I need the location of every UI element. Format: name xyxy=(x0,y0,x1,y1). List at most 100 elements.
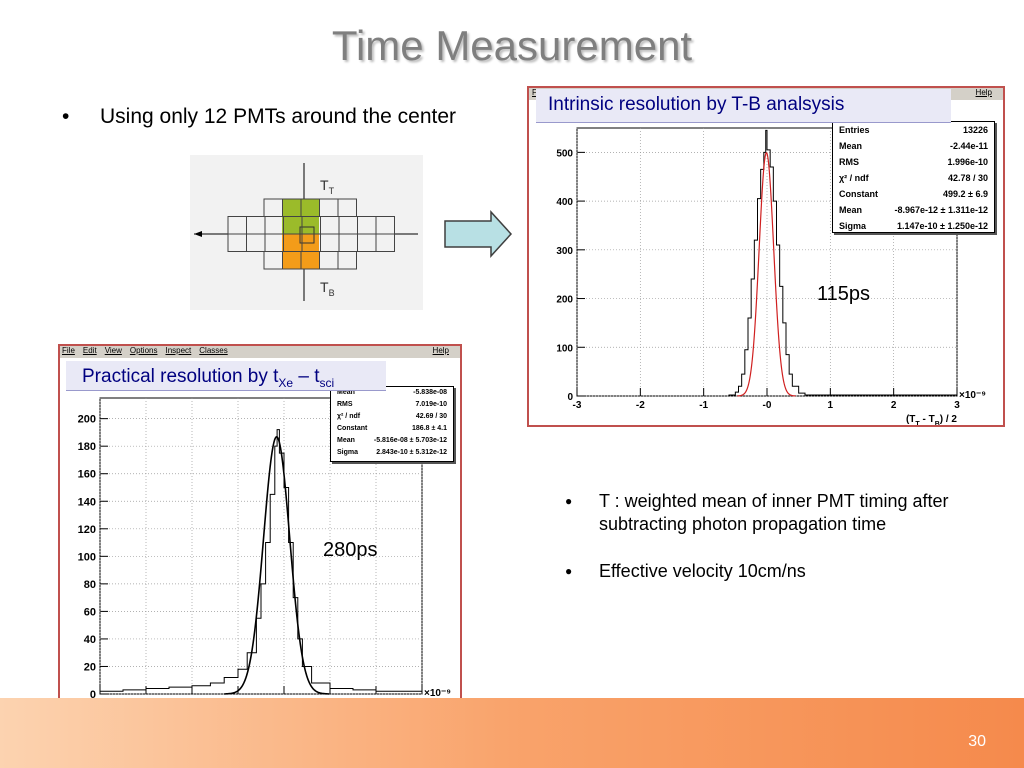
pmt-cell xyxy=(357,233,377,252)
x-tick-label: 1 xyxy=(828,400,834,411)
bottom-plot-menubar: File Edit View Options Inspect Classes Help xyxy=(60,346,460,358)
stats-key: Mean xyxy=(337,437,355,444)
pmt-cell xyxy=(337,198,357,217)
pmt-cell xyxy=(264,233,284,252)
menu-inspect[interactable]: Inspect xyxy=(165,346,192,355)
menu-view[interactable]: View xyxy=(104,346,122,355)
y-tick-label: 400 xyxy=(556,197,573,208)
stats-key: Sigma xyxy=(337,449,359,456)
stats-key: χ² / ndf xyxy=(337,413,361,420)
y-tick-label: 300 xyxy=(556,246,573,257)
stats-key: RMS xyxy=(839,157,859,167)
stats-value: 42.69 / 30 xyxy=(415,413,447,420)
caption-text: Practical resolution by tXe – tsci xyxy=(82,366,335,390)
gaussian-fit-line xyxy=(224,435,329,695)
y-tick-label: 0 xyxy=(567,392,573,403)
pmt-cell xyxy=(319,251,339,270)
pmt-cell xyxy=(227,233,247,252)
pmt-cell xyxy=(338,216,358,235)
y-tick-label: 0 xyxy=(90,689,96,701)
slide-title: Time Measurement xyxy=(331,22,693,69)
x-tick-label: -0 xyxy=(763,400,772,411)
bottom-plot-window: File Edit View Options Inspect Classes Help 0… xyxy=(58,344,462,731)
stats-key: Constant xyxy=(839,189,878,199)
stats-key: χ² / ndf xyxy=(839,173,869,183)
y-tick-label: 100 xyxy=(556,343,573,354)
pmt-cell xyxy=(357,216,377,235)
bottom-stats-box: Mean -5.838e-08 RMS 7.019e-10 χ² / ndf 42.69 … xyxy=(330,386,454,462)
stats-key: Mean xyxy=(839,205,863,215)
left-bullet-text: Using only 12 PMTs around the center xyxy=(100,105,457,128)
pmt-cell xyxy=(320,216,340,235)
pmt-cell xyxy=(375,233,395,252)
top-stats-box: Entries 13226 Mean -2.44e-11 RMS 1.996e-10 χ² … xyxy=(832,121,995,233)
stats-value: 1.996e-10 xyxy=(947,157,988,167)
y-tick-label: 180 xyxy=(78,441,96,453)
top-plot-window: Fi Help 0 100 200 300 400 500 -3 -2 -1 -0 1 2 3×10⁻⁹… xyxy=(527,86,1005,427)
pmt-cell xyxy=(337,251,357,270)
stats-key: Mean xyxy=(337,389,355,396)
gaussian-fit-line xyxy=(737,151,796,397)
histogram-line xyxy=(99,429,423,694)
menu-help[interactable]: Help xyxy=(432,346,449,355)
right-arrow-icon xyxy=(444,210,513,258)
y-tick-label: 60 xyxy=(84,606,96,618)
pmt-cell xyxy=(263,198,283,217)
y-tick-label: 80 xyxy=(84,579,96,591)
stats-key: RMS xyxy=(337,401,353,408)
right-bullet-1-text: T : weighted mean of inner PMT timing af… xyxy=(599,491,949,534)
stats-value: -5.816e-08 ± 5.703e-12 xyxy=(373,437,447,444)
menu-help[interactable]: Help xyxy=(975,88,992,97)
stats-value: 499.2 ± 6.9 xyxy=(943,189,988,199)
menu-file[interactable]: File xyxy=(62,346,75,355)
y-tick-label: 160 xyxy=(78,469,96,481)
stats-key: Mean xyxy=(839,141,863,151)
pmt-cell xyxy=(263,251,283,270)
pmt-cell xyxy=(264,216,284,235)
pmt-cell xyxy=(319,198,339,217)
menu-options[interactable]: Options xyxy=(129,346,158,355)
stats-value: -2.44e-11 xyxy=(949,141,988,151)
stats-value: 7.019e-10 xyxy=(415,401,447,408)
pmt-cell xyxy=(375,216,395,235)
label-t-top: TT xyxy=(320,177,335,196)
page-number: 30 xyxy=(968,733,986,750)
bottom-annotation: 280ps xyxy=(323,539,378,561)
slide-footer-band xyxy=(0,698,1024,768)
right-bullet-2-text: Effective velocity 10cm/ns xyxy=(599,561,806,581)
top-annotation: 115ps xyxy=(817,283,871,305)
histogram-line xyxy=(728,129,957,396)
menu-edit[interactable]: Edit xyxy=(82,346,97,355)
stats-value: 2.843e-10 ± 5.312e-12 xyxy=(376,449,447,456)
pmt-cell xyxy=(227,216,247,235)
bullet-symbol: • xyxy=(62,105,70,128)
y-tick-label: 40 xyxy=(84,634,96,646)
stats-value: -5.838e-08 xyxy=(413,389,447,396)
x-multiplier: ×10⁻⁹ xyxy=(959,390,986,401)
y-tick-label: 20 xyxy=(84,661,96,673)
y-tick-label: 140 xyxy=(78,496,96,508)
menu-classes[interactable]: Classes xyxy=(199,346,228,355)
pmt-cell xyxy=(246,216,266,235)
x-tick-label: 3 xyxy=(954,400,960,411)
top-plot-caption: Intrinsic resolution by T-B analsysis xyxy=(536,89,951,123)
y-tick-label: 500 xyxy=(556,148,573,159)
pmt-diagram: TT TB xyxy=(190,155,423,310)
stats-value: 42.78 / 30 xyxy=(947,173,988,183)
bullet-symbol: ● xyxy=(565,564,573,578)
stats-key: Sigma xyxy=(839,221,867,231)
y-tick-label: 200 xyxy=(78,414,96,426)
y-tick-label: 200 xyxy=(556,295,573,306)
menu-file-truncated[interactable]: Fi xyxy=(532,88,539,97)
stats-value: 13226 xyxy=(962,125,988,135)
pmt-cell xyxy=(338,233,358,252)
label-t-bottom: TB xyxy=(320,279,335,298)
x-tick-label: -2 xyxy=(636,400,645,411)
stats-value: 1.147e-10 ± 1.250e-12 xyxy=(896,221,988,231)
pmt-cell xyxy=(246,233,266,252)
stats-value: 186.8 ± 4.1 xyxy=(412,425,447,432)
x-axis-title: (TT - TB) / 2 xyxy=(906,414,957,425)
x-tick-label: 2 xyxy=(891,400,897,411)
x-tick-label: -1 xyxy=(699,400,708,411)
pmt-cell xyxy=(320,233,340,252)
